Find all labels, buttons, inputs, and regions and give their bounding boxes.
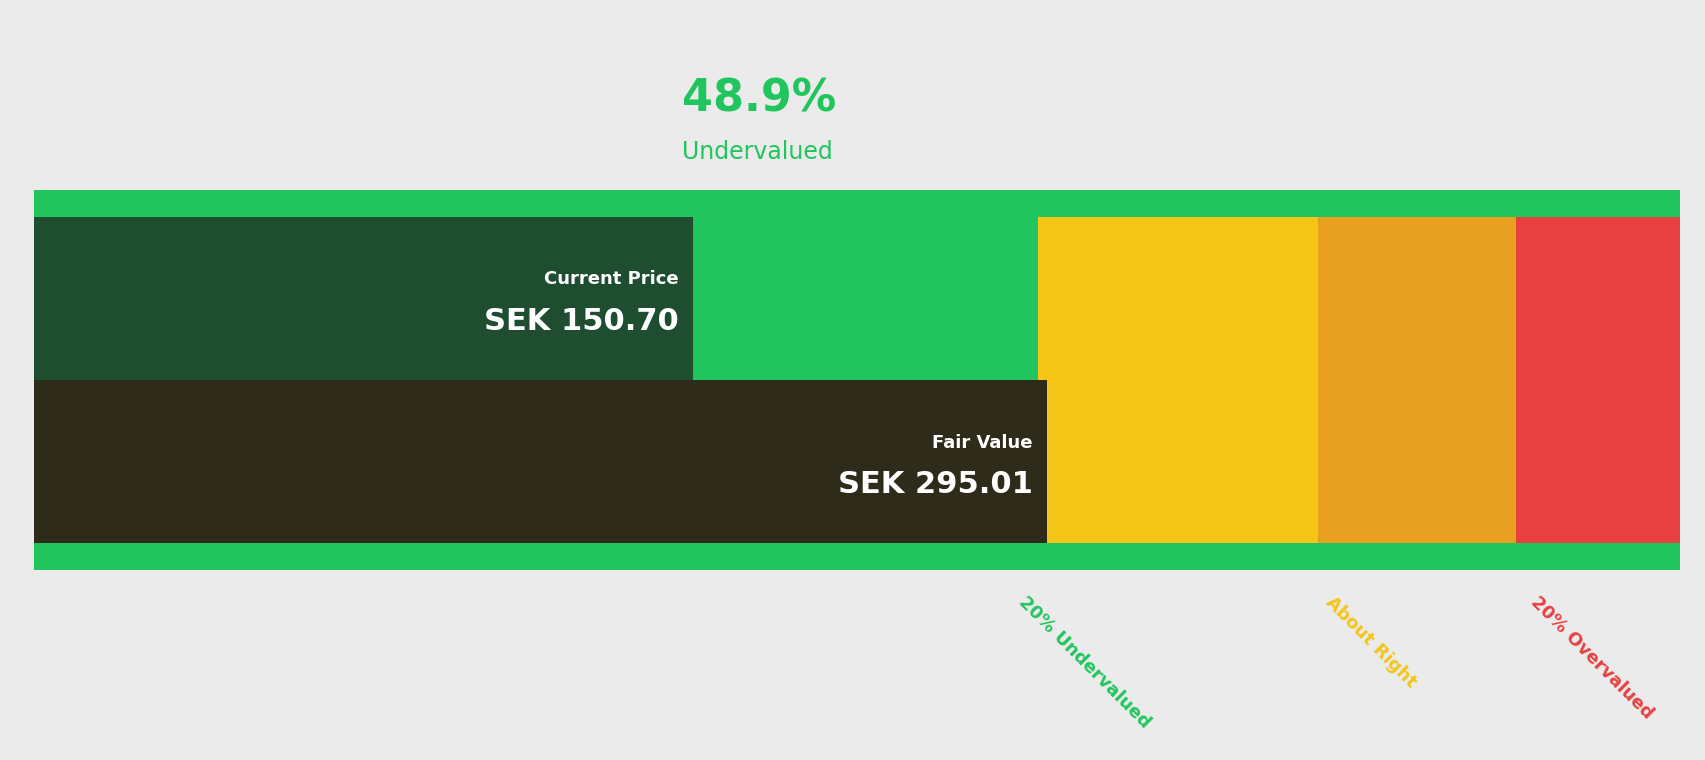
Bar — [1318, 190, 1516, 570]
Bar — [34, 217, 692, 380]
Bar — [34, 190, 1038, 570]
Text: SEK 150.70: SEK 150.70 — [484, 306, 679, 336]
Bar — [1038, 190, 1318, 570]
Text: Fair Value: Fair Value — [933, 434, 1032, 451]
Text: SEK 295.01: SEK 295.01 — [837, 470, 1032, 499]
Bar — [34, 380, 1045, 543]
Text: 48.9%: 48.9% — [682, 78, 835, 120]
Text: Current Price: Current Price — [544, 271, 679, 288]
Bar — [34, 543, 1679, 570]
Bar — [34, 190, 1679, 217]
Text: 20% Overvalued: 20% Overvalued — [1526, 593, 1656, 722]
Text: About Right: About Right — [1321, 593, 1419, 691]
Text: Undervalued: Undervalued — [682, 140, 832, 164]
Bar — [1516, 190, 1679, 570]
Text: 20% Undervalued: 20% Undervalued — [1014, 593, 1153, 731]
